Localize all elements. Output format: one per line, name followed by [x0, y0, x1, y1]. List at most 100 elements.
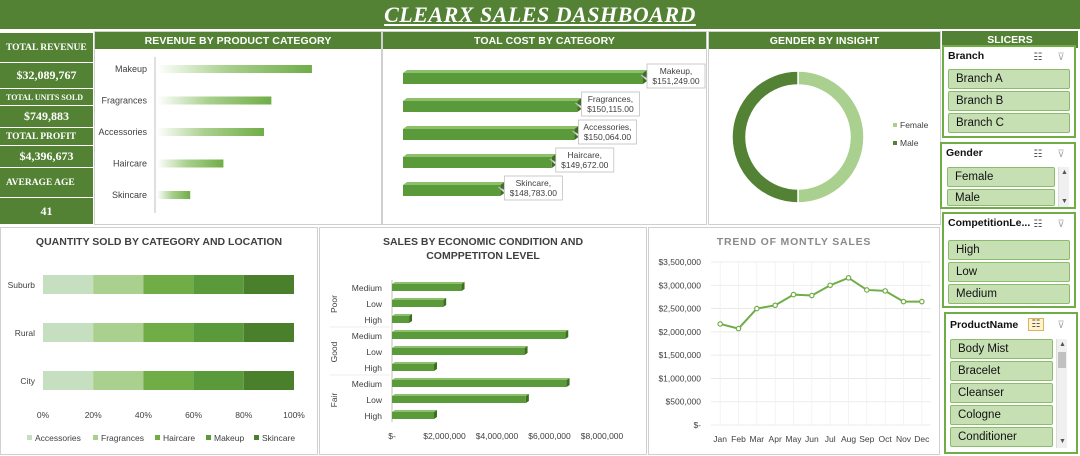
gender-legend-marker [893, 123, 897, 127]
cost-data-label: Accessories, [583, 122, 631, 132]
trend-point [772, 302, 778, 309]
trend-y-tick-label: $1,000,000 [658, 373, 701, 383]
product-slicer-scrollbar[interactable]: ▲ ▼ [1056, 339, 1067, 448]
sales-tick-label: $- [388, 431, 396, 441]
cost-bar-top [403, 182, 505, 185]
scroll-thumb[interactable] [1058, 352, 1066, 368]
quantity-bar-segment [43, 323, 94, 342]
revenue-category-label: Haircare [113, 159, 147, 169]
multi-select-icon[interactable]: ☷ [1033, 219, 1043, 230]
trend-point [882, 288, 888, 294]
trend-point [754, 305, 760, 312]
sales-bar [392, 396, 526, 403]
clear-filter-icon[interactable]: ⊽ [1057, 52, 1065, 63]
gender-chart: Female Male [731, 70, 929, 204]
trend-point [864, 287, 870, 293]
quantity-chart: 0% 20% 40% 60% 80% 100% Suburb Rural City Accesso… [8, 275, 305, 443]
trend-y-tick-label: $2,000,000 [658, 327, 701, 337]
scroll-down-icon[interactable]: ▼ [1061, 198, 1068, 205]
gender-legend-marker [893, 141, 897, 145]
slicer-item-product[interactable]: Bracelet [950, 361, 1053, 381]
sales-bar [392, 332, 566, 339]
quantity-bar-segment [193, 323, 244, 342]
revenue-category-label: Fragrances [101, 96, 147, 106]
cost-chart: Makeup,$151,249.00 Fragrances,$150,115.00… [403, 63, 706, 201]
quantity-bar-segment [93, 323, 144, 342]
slicer-item-product[interactable]: Conditioner [950, 427, 1053, 447]
sales-panel: SALES BY ECONOMIC CONDITION AND COMPPETI… [319, 227, 647, 455]
sales-bar-side [524, 346, 528, 355]
slicer-item-product[interactable]: Cologne [950, 405, 1053, 425]
trend-x-tick-label: Jun [805, 434, 819, 444]
clear-filter-icon[interactable]: ⊽ [1057, 219, 1065, 230]
cost-label-box [646, 63, 706, 89]
quantity-bar-segment [143, 371, 194, 390]
slicer-item-high[interactable]: High [948, 240, 1070, 260]
slicer-item-branch-b[interactable]: Branch B [948, 91, 1070, 111]
sales-bar-side [566, 378, 570, 387]
sales-tick-label: $2,000,000 [423, 431, 466, 441]
kpi-units-value: $749,883 [0, 106, 93, 128]
kpi-revenue-label: TOTAL REVENUE [0, 33, 93, 63]
quantity-bar-segment [43, 371, 94, 390]
trend-y-tick-label: $500,000 [666, 397, 702, 407]
trend-point [900, 298, 907, 305]
slicer-item-low[interactable]: Low [948, 262, 1070, 282]
clear-filter-icon[interactable]: ⊽ [1057, 149, 1065, 160]
quantity-category-label: Suburb [8, 280, 36, 290]
sales-bar-top [392, 378, 570, 380]
sales-bar [392, 380, 567, 387]
slicer-item-product[interactable]: Body Mist [950, 339, 1053, 359]
trend-point [919, 298, 925, 305]
sales-bar [392, 412, 434, 419]
quantity-legend-marker [27, 435, 32, 440]
cost-label-box [578, 119, 637, 145]
trend-point [790, 291, 797, 298]
cost-data-label: Fragrances, [588, 94, 633, 104]
slicer-item-medium[interactable]: Medium [948, 284, 1070, 304]
revenue-category-label: Makeup [115, 64, 147, 74]
trend-x-tick-label: May [785, 434, 802, 444]
kpi-profit-label: TOTAL PROFIT [0, 128, 93, 146]
cost-label-box [555, 147, 615, 173]
quantity-bar-segment [93, 275, 144, 294]
revenue-panel: REVENUE BY PRODUCT CATEGORY Makeup Fragra… [94, 31, 382, 225]
sales-group-label: Poor [329, 295, 339, 313]
gender-slice [797, 70, 865, 204]
sales-bar [392, 364, 434, 371]
slicer-item-female[interactable]: Female [947, 167, 1055, 187]
sales-bar-side [434, 410, 437, 419]
slicer-item-branch-a[interactable]: Branch A [948, 69, 1070, 89]
multi-select-icon[interactable]: ☷ [1033, 149, 1043, 160]
cost-bar [403, 157, 552, 168]
sales-group-label: Fair [329, 393, 339, 408]
cost-bar-top [403, 98, 582, 101]
cost-data-label: Makeup, [660, 66, 693, 76]
cost-bar [403, 73, 643, 84]
multi-select-icon[interactable]: ☷ [1033, 52, 1043, 63]
dashboard-title: CLEARX SALES DASHBOARD [384, 1, 696, 27]
scroll-up-icon[interactable]: ▲ [1061, 169, 1068, 176]
scroll-up-icon[interactable]: ▲ [1059, 341, 1066, 348]
quantity-category-label: Rural [15, 328, 35, 338]
slicer-item-product[interactable]: Cleanser [950, 383, 1053, 403]
quantity-tick-label: 100% [283, 410, 305, 420]
clear-filter-icon[interactable]: ⊽ [1057, 320, 1065, 331]
quantity-legend-label: Skincare [262, 433, 295, 443]
sales-tick-label: $6,000,000 [528, 431, 571, 441]
trend-point [845, 275, 852, 281]
sales-bar-top [392, 282, 465, 284]
sales-bar-top [392, 362, 437, 364]
gender-slicer-title: Gender [946, 147, 983, 159]
sales-bar-side [565, 330, 569, 339]
gender-slicer: Gender ☷ ⊽ Female Male ▲ ▼ [940, 142, 1076, 209]
gender-panel-title: GENDER BY INSIGHT [709, 32, 940, 49]
gender-slicer-scrollbar[interactable]: ▲ ▼ [1058, 167, 1069, 207]
trend-x-tick-label: Aug [841, 434, 856, 444]
scroll-down-icon[interactable]: ▼ [1059, 438, 1066, 445]
kpi-revenue-value: $32,089,767 [0, 63, 93, 89]
slicer-item-branch-c[interactable]: Branch C [948, 113, 1070, 133]
slicer-item-male[interactable]: Male [947, 189, 1055, 206]
cost-data-label: $151,249.00 [652, 76, 700, 86]
multi-select-icon[interactable]: ☷ [1028, 318, 1044, 331]
